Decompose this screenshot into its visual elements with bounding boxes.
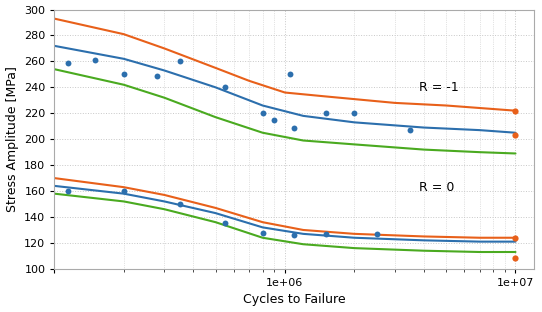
Point bbox=[290, 125, 299, 130]
Point bbox=[350, 111, 359, 116]
Point bbox=[321, 111, 330, 116]
Point bbox=[259, 111, 267, 116]
Point bbox=[286, 72, 294, 77]
Point bbox=[270, 117, 279, 122]
Point bbox=[64, 60, 73, 65]
Point bbox=[119, 188, 128, 193]
Point bbox=[259, 230, 267, 235]
Point bbox=[176, 59, 184, 64]
Point bbox=[119, 72, 128, 77]
Point bbox=[221, 221, 229, 226]
Point bbox=[511, 133, 520, 138]
Text: R = -1: R = -1 bbox=[418, 81, 459, 94]
Point bbox=[511, 256, 520, 261]
Point bbox=[511, 108, 520, 113]
Text: R = 0: R = 0 bbox=[418, 181, 454, 194]
Point bbox=[153, 73, 162, 78]
Point bbox=[290, 233, 299, 238]
Point bbox=[372, 232, 381, 236]
Point bbox=[176, 202, 184, 207]
Y-axis label: Stress Amplitude [MPa]: Stress Amplitude [MPa] bbox=[5, 66, 18, 212]
Point bbox=[64, 188, 73, 193]
Point bbox=[406, 128, 415, 133]
X-axis label: Cycles to Failure: Cycles to Failure bbox=[243, 294, 345, 306]
Point bbox=[91, 58, 99, 63]
Point bbox=[321, 232, 330, 236]
Point bbox=[221, 85, 229, 90]
Point bbox=[511, 235, 520, 240]
